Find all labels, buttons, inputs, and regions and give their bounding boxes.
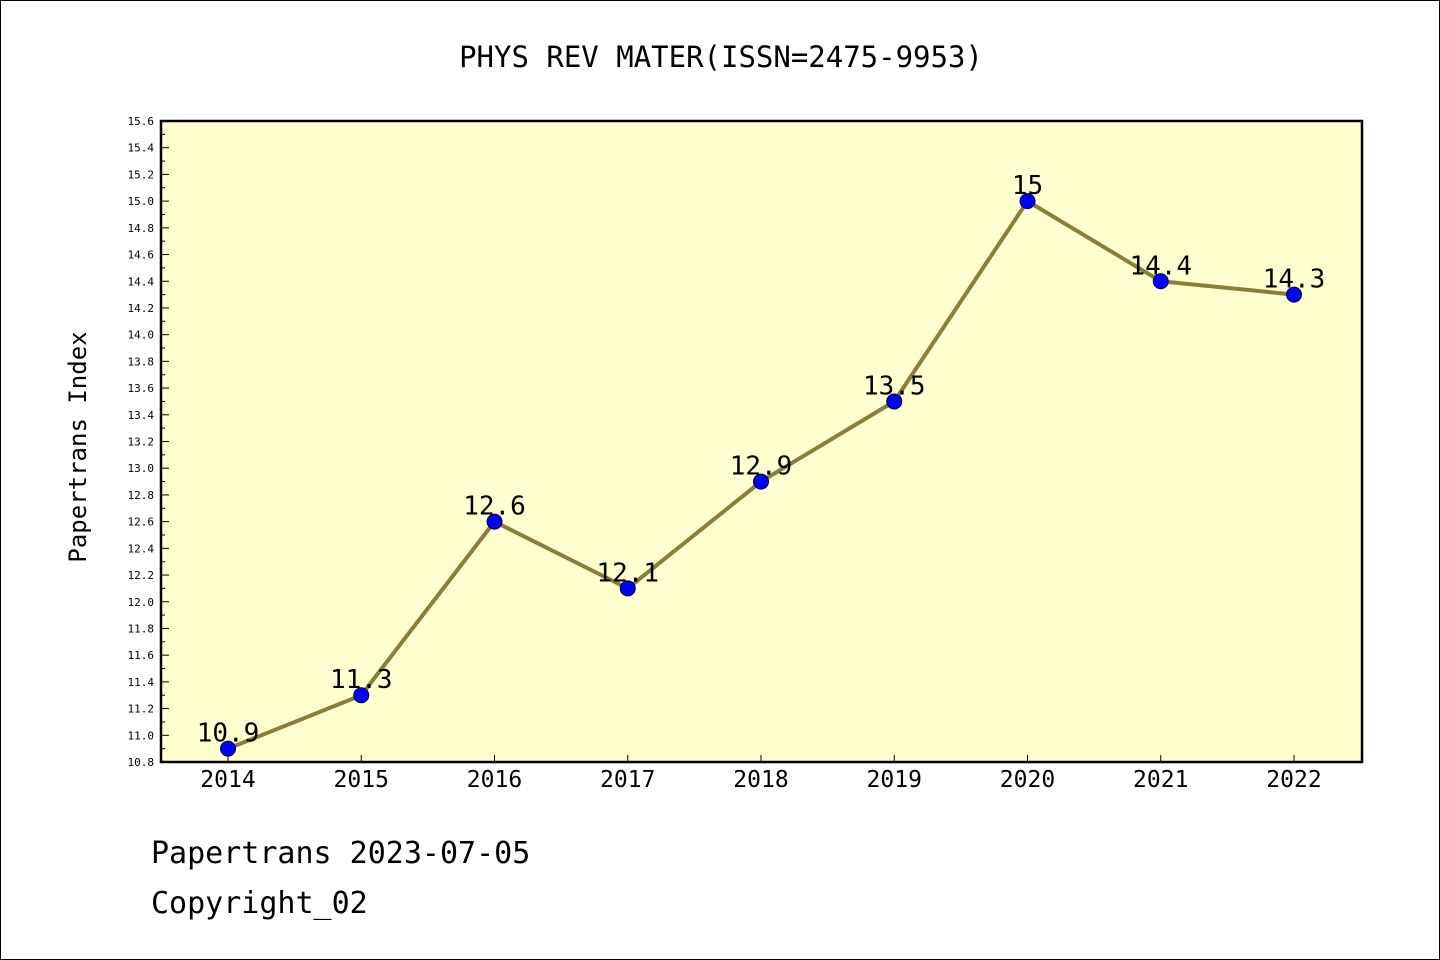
data-point [753,473,769,490]
data-labels: 10.9 11.3 12.6 12.1 12.9 13.5 15 14.4 14.3 [197,171,1326,749]
y-tick-label: 12.0 [128,596,155,609]
y-tick-label: 15.4 [128,142,155,155]
x-tick-label: 2022 [1266,767,1321,793]
y-tick-label: 14.0 [128,329,155,342]
x-tick-label: 2017 [600,767,655,793]
y-tick-label: 11.8 [128,622,155,635]
plot-area [159,119,1364,764]
data-point [1019,193,1036,210]
y-tick-label: 13.2 [128,436,155,449]
y-tick-label: 12.2 [128,569,155,582]
data-point [1152,273,1169,290]
y-tick-label: 13.8 [128,355,155,368]
data-label: 12.9 [730,452,793,482]
x-tick-label: 2015 [334,767,389,793]
y-tick-label: 11.0 [128,729,155,742]
footer-copyright-text: Copyright_02 [151,886,368,921]
y-tick-label: 14.8 [128,222,155,235]
x-tick-label: 2018 [733,767,788,793]
y-axis: 10.8 11.0 11.2 11.4 11.6 11.8 12.0 12.2 12.4 12.6… [128,115,169,769]
data-label: 12.1 [596,558,659,588]
y-tick-label: 12.8 [128,489,155,502]
data-label: 15 [1012,171,1043,201]
y-tick-label: 10.8 [128,756,155,769]
y-tick-label: 13.6 [128,382,155,395]
series-group [220,193,1302,757]
data-label: 11.3 [330,665,393,695]
y-tick-label: 13.0 [128,462,155,475]
y-tick-label: 14.4 [128,275,155,288]
y-tick-label: 11.2 [128,703,155,716]
y-tick-label: 15.6 [128,115,155,128]
data-label: 14.4 [1129,251,1192,281]
footer-date-text: Papertrans 2023-07-05 [151,836,531,871]
x-tick-label: 2019 [867,767,922,793]
y-tick-label: 14.6 [128,249,155,262]
x-axis: 2014 2015 2016 2017 2018 2019 2020 2021 2022 [200,755,1322,793]
data-point [220,740,236,757]
x-tick-label: 2020 [1000,767,1055,793]
y-axis-label: Papertrans Index [64,331,92,562]
data-point [886,393,903,410]
x-tick-label: 2016 [467,767,522,793]
data-point [353,687,370,704]
y-tick-label: 15.0 [128,195,155,208]
y-tick-label: 14.2 [128,302,155,315]
y-tick-label: 11.4 [128,676,155,689]
y-tick-label: 12.6 [128,516,155,529]
x-tick-label: 2021 [1133,767,1188,793]
y-tick-label: 15.2 [128,168,155,181]
chart-title: PHYS REV MATER(ISSN=2475-9953) [459,40,983,74]
data-point [1286,286,1302,303]
y-tick-label: 11.6 [128,649,155,662]
data-label: 12.6 [463,492,526,522]
data-label: 13.5 [863,371,926,401]
x-tick-label: 2014 [200,767,255,793]
data-label: 14.3 [1263,265,1326,295]
y-tick-label: 12.4 [128,542,155,555]
y-tick-label: 13.4 [128,409,155,422]
data-point [619,580,636,597]
data-label: 10.9 [197,719,260,749]
data-point [486,513,503,530]
